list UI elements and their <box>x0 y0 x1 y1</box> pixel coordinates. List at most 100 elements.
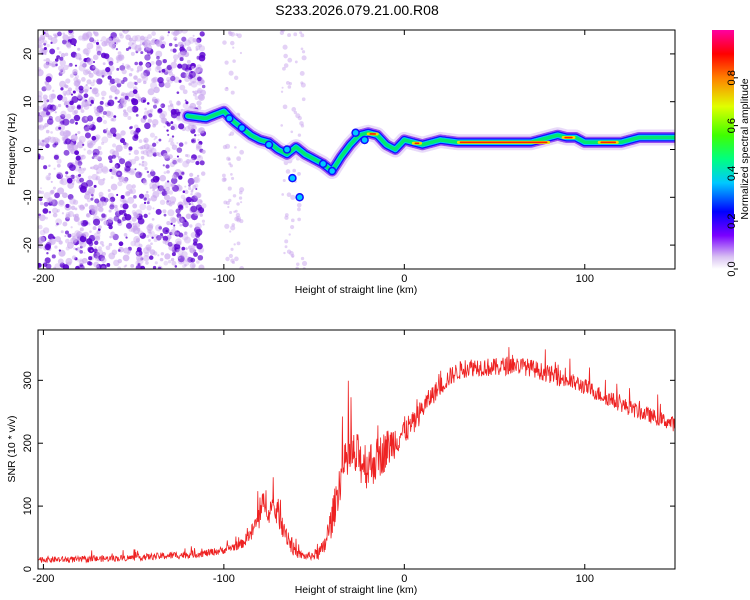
spectrogram-scatter-point <box>172 48 177 53</box>
spectrogram-scatter-point <box>38 119 41 123</box>
spectrogram-scatter-point <box>126 81 135 89</box>
spectrogram-scatter-point <box>79 227 84 232</box>
spectrogram-scatter-point <box>118 241 124 247</box>
spectrogram-scatter-point <box>76 247 81 252</box>
spectrogram-scatter-point <box>73 109 79 115</box>
spectrogram-scatter-point <box>87 175 92 180</box>
spectrogram-scatter-point <box>197 198 203 205</box>
spectrogram-scatter-point <box>224 87 229 92</box>
spectrogram-scatter-point <box>72 182 75 186</box>
spectrogram-scatter-point <box>152 104 158 109</box>
spectrogram-scatter-point <box>135 238 140 243</box>
spectrogram-scatter-point <box>166 76 172 82</box>
spectrogram-scatter-point <box>43 260 46 263</box>
spectrogram-scatter-point <box>154 224 163 232</box>
spectrogram-scatter-point <box>95 41 100 45</box>
spectrogram-scatter-point <box>131 210 137 215</box>
spectrogram-scatter-point <box>85 179 94 187</box>
spectrogram-scatter-point <box>135 171 142 179</box>
spectrogram-scatter-point <box>199 200 203 203</box>
spectrogram-scatter-point <box>114 96 118 100</box>
spectrogram-scatter-point <box>38 214 46 222</box>
spectrogram-scatter-point <box>142 149 149 156</box>
spectrogram-scatter-point <box>91 135 97 141</box>
spectrogram-scatter-point <box>284 245 288 249</box>
spectrogram-scatter-point <box>135 113 139 117</box>
spectrogram-scatter-point <box>162 152 169 159</box>
spectrogram-scatter-point <box>239 51 243 55</box>
spectrogram-scatter-point <box>188 82 192 86</box>
spectrogram-scatter-point <box>136 251 140 255</box>
spectrogram-scatter-point <box>153 238 158 243</box>
spectrogram-scatter-point <box>199 160 205 166</box>
spectrogram-blob <box>264 140 274 149</box>
spectrogram-scatter-point <box>201 149 206 154</box>
spectrogram-scatter-point <box>126 106 134 113</box>
spectrogram-scatter-point <box>230 247 234 251</box>
spectrogram-scatter-point <box>48 164 51 168</box>
spectrogram-scatter-point <box>185 196 192 203</box>
spectrogram-scatter-point <box>130 170 135 174</box>
spectrogram-scatter-point <box>39 229 46 236</box>
spectrogram-scatter-point <box>180 72 187 79</box>
spectrogram-scatter-point <box>83 148 86 151</box>
spectrogram-scatter-point <box>121 216 127 221</box>
spectrogram-scatter-point <box>195 45 201 51</box>
spectrogram-scatter-point <box>230 258 235 263</box>
spectrogram-scatter-point <box>119 138 126 144</box>
spectrogram-scatter-point <box>198 45 206 52</box>
spectrogram-scatter-point <box>76 105 82 110</box>
spectrogram-scatter-point <box>154 181 160 187</box>
spectrogram-scatter-point <box>130 263 135 268</box>
spectrogram-scatter-point <box>94 240 99 245</box>
spectrogram-scatter-point <box>56 55 61 60</box>
spectrogram-scatter-point <box>84 203 89 207</box>
spectrogram-scatter-point <box>65 203 70 208</box>
spectrogram-scatter-point <box>132 39 137 44</box>
spectrogram-scatter-point <box>182 89 188 95</box>
spectrogram-scatter-point <box>82 85 90 93</box>
spectrogram-scatter-point <box>293 32 298 37</box>
spectrogram-scatter-point <box>98 254 105 262</box>
spectrogram-scatter-point <box>151 183 158 190</box>
spectrogram-scatter-point <box>69 198 76 205</box>
spectrogram-scatter-point <box>40 110 48 118</box>
spectrogram-scatter-point <box>135 127 141 133</box>
spectrogram-scatter-point <box>105 128 108 132</box>
spectrogram-scatter-point <box>67 87 73 92</box>
spectrogram-scatter-point <box>177 41 184 47</box>
spectrogram-scatter-point <box>54 263 61 269</box>
spectrogram-scatter-point <box>170 222 173 225</box>
spectrogram-scatter-point <box>69 73 74 78</box>
spectrogram-scatter-point <box>224 60 229 65</box>
spectrogram-scatter-point <box>43 42 47 46</box>
spectrogram-scatter-point <box>48 172 52 176</box>
spectrogram-scatter-point <box>106 111 114 119</box>
spectrogram-scatter-point <box>287 85 292 89</box>
spectrogram-scatter-point <box>128 189 133 194</box>
spectrogram-scatter-point <box>170 121 174 124</box>
spectrogram-scatter-point <box>202 223 205 226</box>
spectrogram-scatter-point <box>183 52 189 58</box>
spectrogram-scatter-point <box>64 138 72 145</box>
snr-ylabel: SNR (10 * v/v) <box>6 415 18 482</box>
spectrogram-scatter-point <box>154 65 162 73</box>
spectrogram-scatter-point <box>128 168 136 176</box>
spectrogram-scatter-point <box>142 254 150 262</box>
spectrogram-scatter-point <box>149 81 158 89</box>
spectrogram-scatter-point <box>197 138 200 142</box>
spectrogram-blob <box>351 128 360 138</box>
spectrogram-scatter-point <box>284 213 289 217</box>
spectrogram-scatter-point <box>296 262 300 266</box>
spectrogram-scatter-point <box>175 238 182 245</box>
spectrogram-scatter-point <box>116 82 122 88</box>
spectrogram-scatter-point <box>141 160 148 168</box>
spectrogram-xtick-label: 0 <box>401 273 407 285</box>
spectrogram-scatter-point <box>168 137 174 143</box>
spectrogram-scatter-point <box>140 72 147 79</box>
spectrogram-scatter-point <box>151 236 154 239</box>
spectrogram-scatter-point <box>147 229 152 234</box>
spectrogram-scatter-point <box>74 80 81 87</box>
spectrogram-xlabel: Height of straight line (km) <box>295 284 418 296</box>
spectrogram-scatter-point <box>300 124 305 128</box>
